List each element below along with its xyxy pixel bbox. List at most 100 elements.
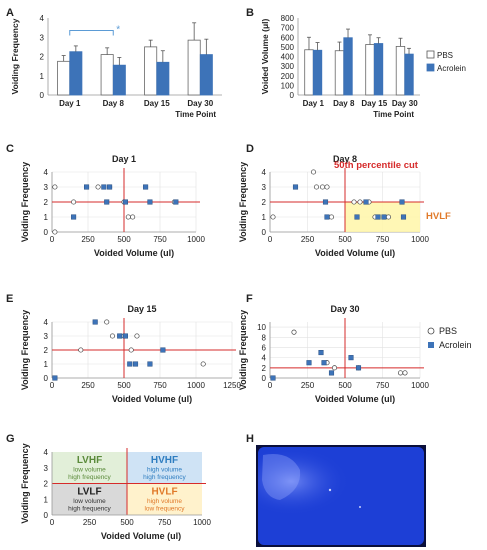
significance-star: *	[116, 25, 120, 36]
point-pbs	[351, 199, 357, 205]
point-acrolein	[107, 184, 113, 190]
legend-label-pbs: PBS	[437, 51, 453, 60]
x-tick-label: 500	[338, 381, 352, 390]
quadrant-hvlf	[127, 483, 202, 515]
quadrant-code: HVLF	[151, 487, 177, 498]
point-acrolein	[127, 361, 133, 367]
y-tick-label: 2	[262, 198, 267, 207]
point-pbs	[71, 199, 77, 205]
point-acrolein	[104, 199, 110, 205]
x-tick-label: 1000	[187, 381, 205, 390]
point-pbs	[52, 184, 58, 190]
y-tick-label: 2	[44, 480, 49, 489]
x-tick-label: 250	[83, 518, 97, 527]
point-pbs	[104, 319, 110, 325]
point-acrolein	[160, 347, 166, 353]
quadrant-line2: low frequency	[144, 506, 185, 513]
x-tick-label: 0	[50, 381, 55, 390]
point-pbs	[402, 370, 408, 376]
y-tick-label: 4	[44, 168, 49, 177]
point-pbs	[78, 347, 84, 353]
legend-swatch-pbs	[426, 50, 435, 59]
point-acrolein	[117, 333, 123, 339]
point-acrolein	[400, 214, 407, 220]
y-tick-label: 6	[262, 343, 267, 352]
x-tick-label: 1000	[411, 235, 429, 244]
y-tick-label: 800	[281, 14, 295, 23]
urine-spot-edge	[262, 454, 301, 500]
x-tick-label: 500	[117, 381, 131, 390]
point-acrolein	[348, 355, 354, 361]
point-acrolein	[324, 214, 330, 220]
point-acrolein	[92, 319, 98, 325]
panel-letter-c: C	[6, 143, 14, 155]
point-acrolein	[270, 375, 276, 381]
y-tick-label: 2	[40, 53, 45, 62]
panel-letter-d: D	[246, 143, 254, 155]
y-tick-label: 1	[262, 213, 267, 222]
point-acrolein	[355, 365, 362, 371]
bar-acrolein	[69, 51, 83, 96]
quadrant-hvhf	[127, 452, 202, 484]
y-tick-label: 4	[44, 318, 49, 327]
x-axis-title: Time Point	[373, 110, 414, 119]
x-tick-label: 0	[50, 518, 55, 527]
x-category-label: Day 1	[303, 99, 325, 108]
speck	[328, 488, 332, 492]
point-acrolein	[84, 184, 90, 190]
y-tick-label: 10	[257, 323, 266, 332]
point-pbs	[310, 169, 317, 175]
point-acrolein	[375, 214, 381, 220]
y-tick-label: 300	[281, 62, 295, 71]
point-pbs	[319, 184, 326, 190]
panel-letter-b: B	[246, 7, 254, 19]
x-axis-title: Voided Volume (ul)	[315, 248, 395, 258]
quadrant-code: HVHF	[151, 455, 178, 466]
legend-marker-acrolein	[428, 342, 434, 348]
x-tick-label: 1000	[411, 381, 429, 390]
bar-acrolein	[112, 64, 126, 96]
point-acrolein	[143, 184, 149, 190]
x-category-label: Day 15	[361, 99, 387, 108]
point-acrolein	[306, 360, 312, 366]
x-tick-label: 0	[268, 235, 273, 244]
x-axis-title: Voided Volume (ul)	[94, 248, 174, 258]
y-tick-label: 3	[44, 183, 49, 192]
x-category-label: Day 8	[103, 99, 125, 108]
y-tick-label: 0	[262, 374, 267, 383]
y-tick-label: 1	[44, 495, 49, 504]
x-category-label: Day 30	[187, 99, 213, 108]
point-pbs	[385, 214, 392, 220]
y-tick-label: 3	[262, 183, 267, 192]
point-acrolein	[122, 199, 128, 205]
quadrant-line1: low volume	[73, 498, 106, 505]
quadrant-code: LVHF	[77, 455, 102, 466]
y-tick-label: 0	[44, 511, 49, 520]
point-acrolein	[318, 349, 324, 356]
x-tick-label: 750	[376, 381, 390, 390]
y-tick-label: 1	[40, 72, 45, 81]
bar-acrolein	[199, 54, 213, 96]
legend-label-acrolein: Acrolein	[439, 340, 472, 350]
x-tick-label: 250	[81, 235, 95, 244]
point-pbs	[200, 361, 206, 367]
chart-title: Day 8	[333, 154, 357, 164]
quadrant-line1: high volume	[147, 498, 182, 505]
y-tick-label: 0	[44, 228, 49, 237]
y-tick-label: 3	[40, 33, 45, 42]
x-tick-label: 250	[301, 381, 315, 390]
bar-acrolein	[156, 61, 170, 96]
bar-acrolein	[404, 53, 414, 96]
x-axis-title: Voided Volume (ul)	[112, 394, 192, 404]
y-axis-title: Voiding Frequency	[20, 443, 30, 523]
x-tick-label: 250	[81, 381, 95, 390]
bar-acrolein	[373, 43, 384, 96]
point-acrolein	[363, 199, 369, 205]
x-tick-label: 750	[376, 235, 390, 244]
quadrant-lvlf	[52, 483, 127, 515]
x-tick-label: 0	[268, 381, 273, 390]
y-tick-label: 0	[262, 228, 267, 237]
x-category-label: Day 1	[59, 99, 81, 108]
y-tick-label: 100	[281, 81, 295, 90]
panel-letter-g: G	[6, 433, 15, 445]
